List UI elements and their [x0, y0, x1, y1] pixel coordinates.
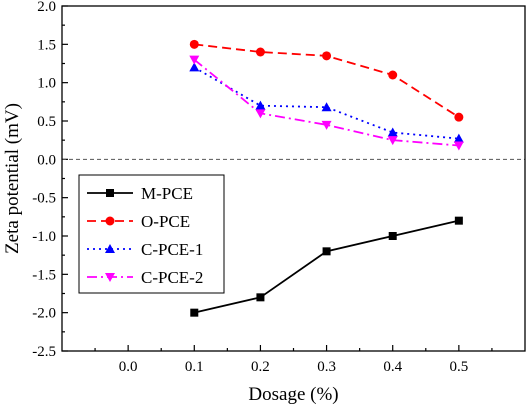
data-point-c-pce-1 — [453, 133, 464, 143]
x-tick-label: 0.1 — [185, 359, 204, 375]
y-tick-label: -0.5 — [32, 191, 56, 207]
legend-label-c-pce-2: C-PCE-2 — [141, 268, 203, 287]
legend-box — [78, 174, 225, 294]
data-point-o-pce — [454, 112, 464, 122]
data-point-c-pce-1 — [255, 100, 266, 110]
ticks-layer: 0.0 0.1 0.2 0.3 0.4 0.5 -2.5 -2.0 -1.5 -1.0 -0.5 0.… — [32, 0, 493, 375]
series-line-c-pce-1 — [193, 66, 459, 140]
x-tick-label: 0.0 — [119, 359, 138, 375]
data-point-m-pce — [388, 232, 397, 240]
x-tick-label: 0.5 — [449, 359, 468, 375]
legend-marker-c-pce-2 — [105, 273, 115, 282]
data-point-c-pce-2 — [387, 136, 398, 146]
legend-label-o-pce: O-PCE — [141, 212, 190, 231]
data-point-c-pce-2 — [321, 120, 332, 130]
data-point-c-pce-2 — [255, 109, 266, 119]
data-point-o-pce — [388, 70, 398, 80]
y-tick-label: -2.5 — [32, 344, 56, 360]
series-line-c-pce-2 — [193, 58, 459, 147]
y-tick-label: 0.0 — [37, 152, 56, 168]
y-tick-label: 1.0 — [37, 76, 56, 92]
plot-frame — [61, 5, 526, 352]
y-tick-label: -1.0 — [32, 229, 56, 245]
legend-marker-c-pce-1 — [105, 244, 115, 253]
y-tick-label: 0.5 — [37, 114, 56, 130]
data-point-c-pce-1 — [387, 127, 398, 137]
series-c-pce-1 — [189, 62, 464, 143]
data-point-c-pce-2 — [189, 55, 200, 65]
series-layer — [189, 39, 464, 317]
data-point-o-pce — [255, 47, 265, 57]
data-point-m-pce — [454, 216, 463, 225]
y-tick-label: -1.5 — [32, 267, 56, 283]
x-axis-title: Dosage (%) — [248, 384, 338, 405]
y-tick-label: 1.5 — [37, 37, 56, 53]
data-point-o-pce — [189, 39, 199, 49]
y-tick-label: -2.0 — [32, 306, 56, 322]
series-m-pce — [190, 216, 463, 317]
y-tick-label: 2.0 — [37, 0, 56, 15]
series-o-pce — [189, 39, 464, 122]
x-tick-label: 0.2 — [251, 359, 270, 375]
data-point-c-pce-1 — [189, 62, 200, 72]
legend-label-c-pce-1: C-PCE-1 — [141, 240, 203, 259]
legend-label-m-pce: M-PCE — [141, 184, 193, 203]
data-point-c-pce-1 — [321, 102, 332, 112]
legend: M-PCE O-PCE C-PCE-1 C-PCE-2 — [78, 174, 225, 294]
data-point-c-pce-2 — [453, 141, 464, 151]
data-point-m-pce — [190, 308, 199, 317]
y-axis-title: Zeta potential (mV) — [2, 103, 23, 254]
data-point-m-pce — [256, 293, 265, 302]
series-c-pce-2 — [189, 55, 464, 151]
series-line-m-pce — [194, 219, 460, 314]
data-point-o-pce — [322, 51, 332, 61]
x-tick-label: 0.4 — [383, 359, 402, 375]
legend-marker-m-pce — [106, 189, 114, 197]
legend-marker-o-pce — [105, 216, 115, 226]
data-point-m-pce — [322, 247, 331, 256]
x-tick-label: 0.3 — [317, 359, 336, 375]
